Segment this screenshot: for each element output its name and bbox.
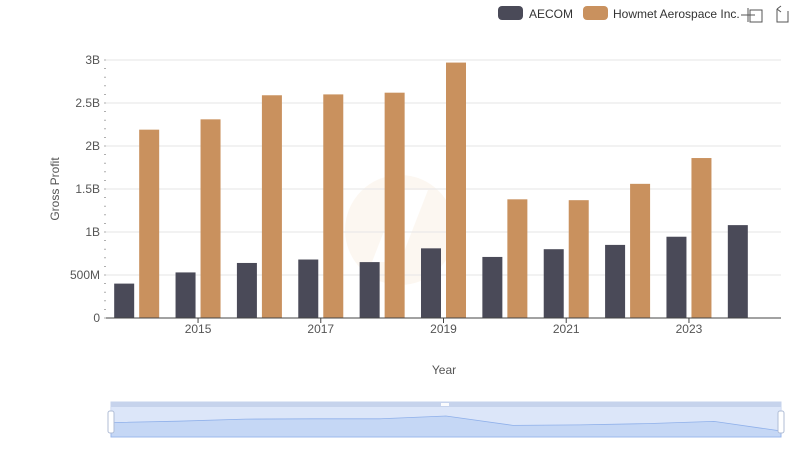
x-tick-label: 2019 [430,322,457,336]
y-axis-minor-ticks [104,59,106,319]
bar-aecom-2019[interactable] [421,248,441,318]
x-tick-label: 2017 [307,322,334,336]
datazoom-preview-area [110,415,782,438]
x-tick-label: 2023 [676,322,703,336]
bar-aecom-2017[interactable] [298,259,319,318]
legend-item-howmet[interactable]: Howmet Aerospace Inc. [583,6,740,21]
bar-howmet-2021[interactable] [568,200,589,318]
y-axis-ticks: 0 500M 1B 1.5B 2B 2.5B 3B [70,53,100,325]
legend-item-aecom[interactable]: AECOM [498,6,573,21]
bar-howmet-2018[interactable] [384,92,405,319]
bar-aecom-2023[interactable] [666,236,687,318]
zoom-select-icon[interactable] [741,8,763,23]
y-tick-label: 2B [85,139,100,153]
bar-aecom-2021[interactable] [543,249,564,318]
bar-howmet-2016[interactable] [261,95,282,318]
legend-label: Howmet Aerospace Inc. [613,7,740,21]
x-tick-label: 2021 [553,322,580,336]
bar-aecom-2018[interactable] [359,262,380,318]
datazoom-handle-right[interactable] [777,410,785,434]
x-axis-title: Year [432,363,456,377]
x-axis-ticks: 2015 2017 2019 2021 2023 [185,318,703,336]
bar-howmet-2020[interactable] [507,199,528,318]
bar-aecom-2016[interactable] [236,262,257,318]
y-axis-title: Gross Profit [48,157,62,221]
y-tick-label: 0 [93,311,100,325]
bar-aecom-2015[interactable] [175,272,196,318]
bar-aecom-2022[interactable] [605,244,626,318]
bar-howmet-2015[interactable] [200,119,221,318]
bar-howmet-2022[interactable] [630,183,651,318]
y-tick-label: 500M [70,268,100,282]
bar-aecom-2020[interactable] [482,256,503,318]
bar-howmet-2014[interactable] [139,129,160,318]
bar-aecom-2014[interactable] [114,283,135,318]
bar-howmet-2023[interactable] [691,158,712,318]
legend[interactable]: AECOM Howmet Aerospace Inc. [498,6,740,21]
datazoom-move-handle[interactable] [441,403,449,406]
datazoom-handle-left[interactable] [107,410,115,434]
y-tick-label: 1B [85,225,100,239]
y-tick-label: 1.5B [75,182,100,196]
legend-swatch [498,6,523,20]
bar-howmet-2017[interactable] [323,94,344,319]
legend-label: AECOM [529,7,573,21]
zoom-reset-icon[interactable] [776,5,789,23]
bar-howmet-2019[interactable] [446,62,466,318]
bars[interactable] [114,62,748,319]
y-tick-label: 2.5B [75,96,100,110]
bar-aecom-2024[interactable] [727,225,748,318]
legend-swatch [583,6,608,20]
x-tick-label: 2015 [185,322,212,336]
y-tick-label: 3B [85,53,100,67]
datazoom-slider[interactable] [107,401,785,438]
